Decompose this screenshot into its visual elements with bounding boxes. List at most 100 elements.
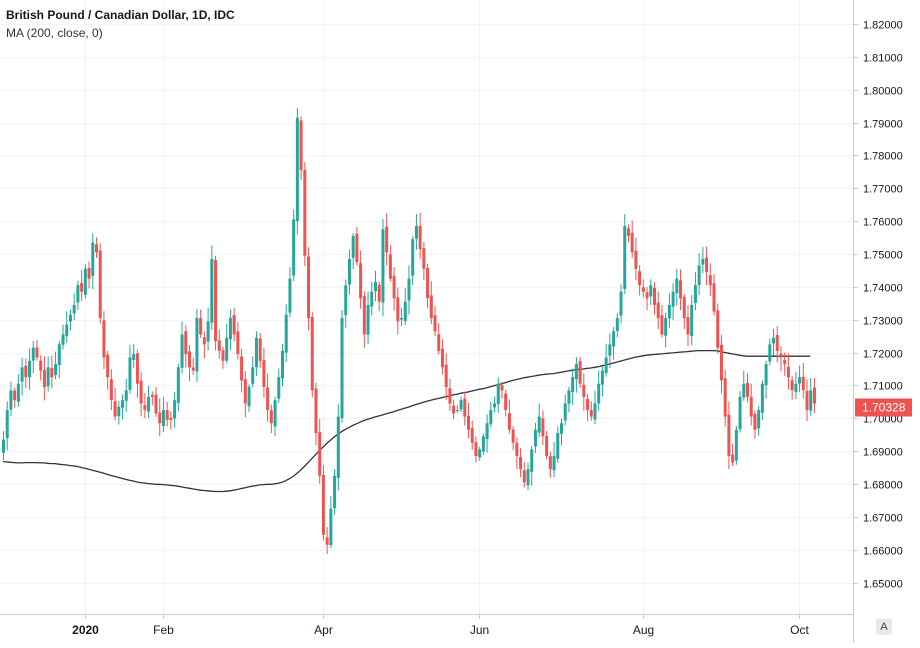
candle-body (385, 226, 389, 253)
candle (463, 391, 467, 426)
time-axis[interactable]: 2020 Feb Apr Jun Aug Oct (72, 614, 809, 637)
candle-body (422, 248, 426, 269)
candle-body (318, 432, 322, 476)
candle-body (556, 433, 560, 459)
candle-body (150, 395, 154, 397)
candle-body (366, 304, 370, 335)
candle-body (184, 331, 188, 355)
candle (206, 307, 210, 351)
candle-body (630, 232, 634, 253)
candle-body (746, 382, 749, 397)
candle-body (333, 475, 337, 509)
candle-body (206, 321, 210, 342)
candle (381, 218, 385, 317)
candle-body (68, 314, 72, 322)
candle-body (671, 291, 675, 307)
candle-body (277, 377, 281, 399)
candle-body (411, 239, 415, 276)
candle (165, 401, 169, 427)
candle (422, 241, 426, 281)
candle (418, 212, 422, 259)
candle-body (589, 409, 593, 417)
price-axis[interactable]: 1.650001.660001.670001.680001.690001.700… (853, 20, 903, 591)
candle-body (578, 360, 582, 384)
candle-body (329, 508, 333, 545)
candle-body (325, 537, 329, 545)
candle-body (463, 398, 467, 417)
candle (630, 220, 634, 258)
candle (292, 209, 296, 282)
candle-body (407, 278, 411, 301)
candle-body (496, 383, 500, 405)
candle (578, 356, 582, 388)
candle-body (310, 316, 314, 391)
candle-body (522, 470, 526, 483)
candle-body (377, 284, 381, 302)
candle (262, 348, 266, 398)
candle (269, 404, 273, 433)
candle (719, 334, 723, 394)
candle-body (370, 291, 374, 307)
candle (240, 348, 244, 393)
candle-body (779, 353, 783, 358)
auto-scale-button[interactable]: A (876, 619, 892, 635)
candle-body (31, 347, 35, 361)
candle-body (165, 410, 169, 420)
candle (325, 527, 329, 555)
candle (697, 253, 701, 296)
candle-body (295, 117, 299, 222)
candle (742, 370, 746, 401)
candle (98, 243, 102, 324)
candle-body (485, 423, 489, 440)
y-tick-label: 1.72000 (863, 349, 903, 361)
candle (433, 305, 437, 337)
candle-body (812, 387, 816, 404)
candle-body (381, 229, 385, 303)
candle-body (641, 287, 645, 292)
candle (716, 303, 720, 354)
candle-body (467, 415, 470, 430)
candle-body (46, 367, 50, 387)
candle (470, 420, 474, 450)
candle-body (571, 377, 575, 393)
candle (731, 443, 735, 467)
candle-body (65, 324, 69, 337)
candle (318, 418, 322, 484)
candle (638, 264, 642, 296)
candle (72, 293, 76, 321)
candle-body (228, 318, 232, 340)
candle-body (258, 338, 262, 361)
candle-body (701, 258, 705, 265)
candle (273, 396, 277, 437)
candle (757, 405, 761, 436)
candle-body (214, 259, 218, 342)
candle-body (188, 351, 191, 368)
candle-body (656, 302, 660, 319)
candle-body (199, 318, 203, 335)
y-tick-label: 1.69000 (863, 447, 903, 459)
candle-body (388, 254, 392, 279)
candle (768, 338, 772, 366)
candle-body (191, 367, 195, 371)
candle (783, 352, 787, 376)
candle (277, 368, 281, 403)
candle-body (798, 377, 802, 384)
candle (225, 323, 229, 364)
candle (28, 348, 32, 390)
candle-body (147, 396, 151, 412)
candle (232, 307, 236, 341)
candle (615, 313, 619, 338)
candle-body (143, 405, 147, 411)
candle (794, 371, 798, 400)
candle (411, 236, 415, 286)
candle-body (28, 360, 32, 378)
candle-body (440, 348, 444, 368)
candle (481, 433, 485, 456)
candle-body (653, 287, 656, 305)
candle (548, 451, 552, 478)
y-tick-label: 1.79000 (863, 119, 903, 131)
candle-body (470, 428, 474, 443)
candle-body (98, 250, 102, 319)
